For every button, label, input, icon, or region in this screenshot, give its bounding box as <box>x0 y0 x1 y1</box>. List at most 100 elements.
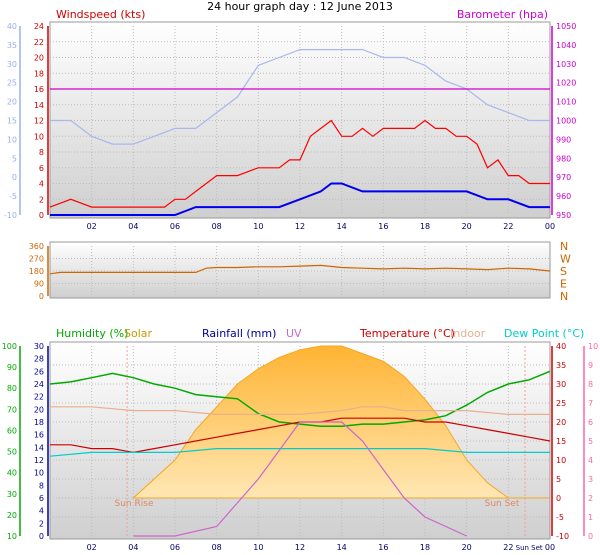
temp-x-tick-label: 14 <box>337 543 347 552</box>
barometer-tick-label: 1030 <box>556 60 576 69</box>
far-left-tick-label: 5 <box>12 154 17 163</box>
sunrise-label: Sun Rise <box>115 499 154 509</box>
direction-tick-label: 360 <box>29 242 44 251</box>
compass-label: S <box>560 265 567 278</box>
humidity-tick-label: 20 <box>7 511 17 520</box>
temp-x-tick-label: 20 <box>462 543 472 552</box>
wind-gust-line <box>49 119 550 208</box>
barometer-tick-label: 1050 <box>556 22 576 31</box>
temp-x-tick-label: 12 <box>295 543 305 552</box>
direction-tick-label: 180 <box>29 267 44 276</box>
wind-x-tick-label: 22 <box>503 222 513 231</box>
humidity-tick-label: 50 <box>7 448 17 457</box>
legend-rainfall: Rainfall (mm) <box>202 327 276 340</box>
uv-tick-label: 1 <box>588 513 593 522</box>
barometer-tick-label: 1010 <box>556 98 576 107</box>
temperature-tick-label: -5 <box>556 513 564 522</box>
rainfall-tick-label: 14 <box>34 443 44 452</box>
temperature-tick-label: 10 <box>556 456 566 465</box>
uv-tick-label: 10 <box>588 342 598 351</box>
temperature-tick-label: 30 <box>556 380 566 389</box>
temperature-tick-label: 35 <box>556 361 566 370</box>
legend-indoor: Indoor <box>450 327 486 340</box>
graph-title: 24 hour graph day : 12 June 2013 <box>207 0 393 13</box>
windspeed-tick-label: 18 <box>34 69 44 78</box>
compass-label: N <box>560 290 568 303</box>
windspeed-tick-label: 22 <box>34 38 44 47</box>
wind-x-tick-label: 08 <box>212 222 222 231</box>
far-left-tick-label: 0 <box>12 173 17 182</box>
temperature-tick-label: 0 <box>556 494 561 503</box>
temperature-tick-label: 40 <box>556 342 566 351</box>
temperature-tick-label: -10 <box>556 532 569 541</box>
humidity-tick-label: 10 <box>7 532 17 541</box>
uv-tick-label: 2 <box>588 494 593 503</box>
windspeed-tick-label: 0 <box>39 211 44 220</box>
uv-tick-label: 4 <box>588 456 593 465</box>
humidity-tick-label: 100 <box>2 342 17 351</box>
far-left-tick-label: 15 <box>7 117 17 126</box>
rainfall-tick-label: 20 <box>34 405 44 414</box>
rainfall-tick-label: 16 <box>34 431 44 440</box>
rainfall-tick-label: 6 <box>39 494 44 503</box>
windspeed-tick-label: 4 <box>39 180 44 189</box>
rainfall-tick-label: 8 <box>39 481 44 490</box>
wind-x-tick-label: 14 <box>337 222 347 231</box>
uv-tick-label: 9 <box>588 361 593 370</box>
rainfall-tick-label: 30 <box>34 342 44 351</box>
barometer-tick-label: 1040 <box>556 41 576 50</box>
far-left-tick-label: 10 <box>7 135 17 144</box>
rainfall-tick-label: 12 <box>34 456 44 465</box>
legend-windspeed: Windspeed (kts) <box>56 8 145 21</box>
legend-uv: UV <box>286 327 302 340</box>
humidity-line <box>49 370 551 427</box>
compass-label: E <box>560 278 567 291</box>
barometer-tick-label: 960 <box>556 192 571 201</box>
barometer-tick-label: 980 <box>556 154 571 163</box>
rainfall-tick-label: 2 <box>39 519 44 528</box>
barometer-tick-label: 990 <box>556 135 571 144</box>
sunset-label: Sun Set <box>485 499 520 509</box>
temp-x-tick-label: 08 <box>212 543 222 552</box>
far-left-tick-label: 20 <box>7 98 17 107</box>
humidity-tick-label: 60 <box>7 426 17 435</box>
temp-x-tick-label: Sun Set <box>516 544 543 552</box>
windspeed-tick-label: 2 <box>39 195 44 204</box>
humidity-tick-label: 40 <box>7 469 17 478</box>
legend-barometer: Barometer (hpa) <box>457 8 548 21</box>
temp-x-tick-label: 16 <box>378 543 388 552</box>
rainfall-tick-label: 24 <box>34 380 44 389</box>
uv-tick-label: 3 <box>588 475 593 484</box>
rainfall-tick-label: 4 <box>39 507 44 516</box>
uv-tick-label: 6 <box>588 418 593 427</box>
windspeed-tick-label: 24 <box>34 22 44 31</box>
rainfall-tick-label: 26 <box>34 367 44 376</box>
windspeed-tick-label: 20 <box>34 54 44 63</box>
temperature-tick-label: 25 <box>556 399 566 408</box>
uv-tick-label: 5 <box>588 437 593 446</box>
uv-tick-label: 0 <box>588 532 593 541</box>
direction-tick-label: 270 <box>29 255 44 264</box>
wind-x-tick-label: 12 <box>295 222 305 231</box>
legend-temperature: Temperature (°C) <box>359 327 455 340</box>
temp-x-tick-label: 18 <box>420 543 430 552</box>
wind-direction-line <box>49 264 551 275</box>
far-left-tick-label: 30 <box>7 60 17 69</box>
windspeed-tick-label: 12 <box>34 117 44 126</box>
uv-tick-label: 7 <box>588 399 593 408</box>
temp-x-tick-label: 10 <box>253 543 263 552</box>
rainfall-tick-label: 0 <box>39 532 44 541</box>
humidity-tick-label: 70 <box>7 405 17 414</box>
temperature-tick-label: 20 <box>556 418 566 427</box>
windspeed-tick-label: 8 <box>39 148 44 157</box>
temperature-tick-label: 15 <box>556 437 566 446</box>
barometer-tick-label: 1020 <box>556 79 576 88</box>
indoor-temperature-line <box>50 406 550 415</box>
temp-x-tick-label: 06 <box>170 543 180 552</box>
rainfall-tick-label: 18 <box>34 418 44 427</box>
temperature-tick-label: 5 <box>556 475 561 484</box>
direction-tick-label: 0 <box>39 292 44 301</box>
barometer-tick-label: 1000 <box>556 117 576 126</box>
uv-tick-label: 8 <box>588 380 593 389</box>
humidity-tick-label: 30 <box>7 490 17 499</box>
